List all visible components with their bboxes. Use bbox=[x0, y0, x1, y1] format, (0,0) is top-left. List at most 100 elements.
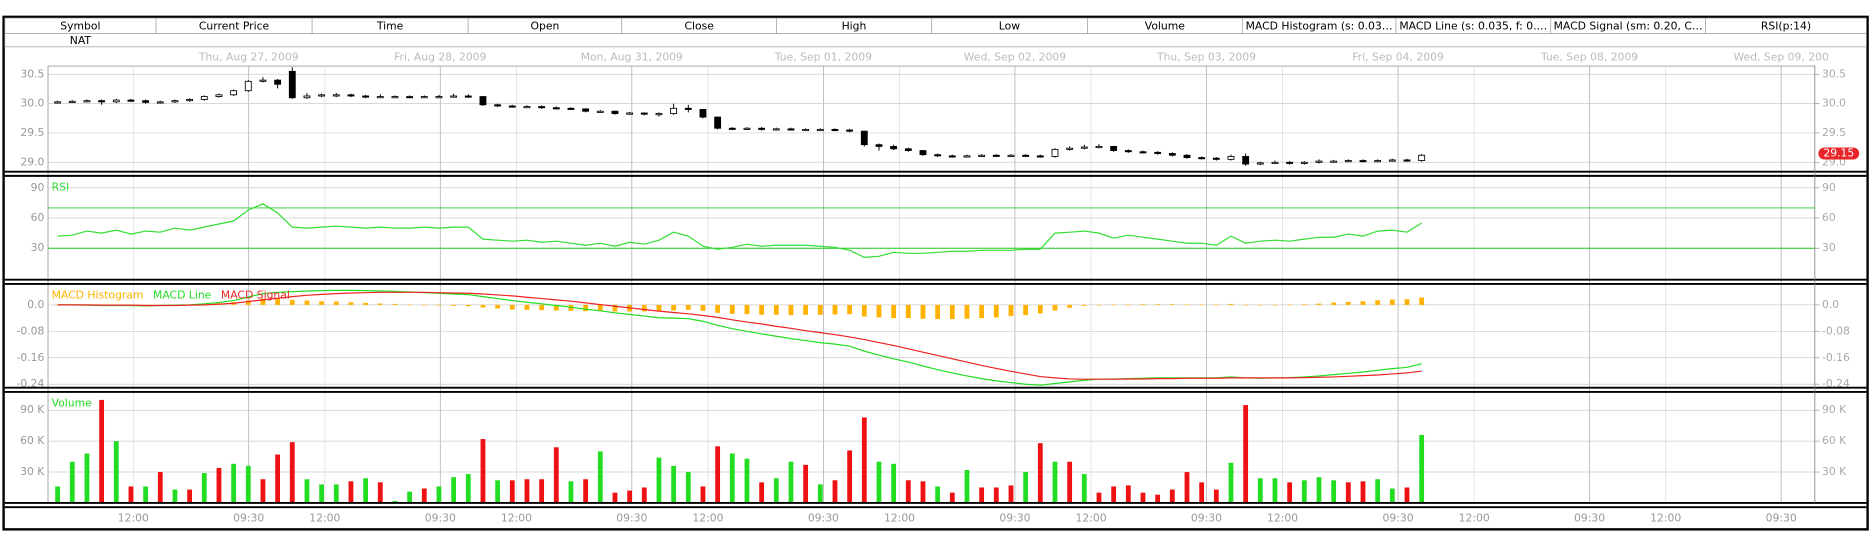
candle-body bbox=[978, 154, 986, 157]
histogram-bar bbox=[480, 304, 486, 308]
candle-body bbox=[376, 96, 384, 99]
volume-bar bbox=[1404, 487, 1410, 503]
y-tick-label-right: 90 bbox=[1822, 181, 1836, 194]
volume-bar bbox=[69, 461, 75, 503]
histogram-bar bbox=[1184, 304, 1190, 306]
legend-entry: MACD Signal bbox=[221, 288, 290, 301]
last-price-tag bbox=[1818, 147, 1860, 160]
legend-entry: Volume bbox=[52, 396, 93, 409]
y-tick-label: 29.0 bbox=[20, 155, 44, 168]
candle-body bbox=[362, 95, 370, 98]
header-column: Volume bbox=[1145, 19, 1186, 32]
candle-body bbox=[567, 107, 575, 110]
candle-body bbox=[1374, 160, 1382, 163]
candle-body bbox=[332, 94, 340, 97]
histogram-bar bbox=[817, 304, 823, 315]
histogram-bar bbox=[539, 304, 545, 311]
series-line bbox=[57, 203, 1423, 258]
candle-body bbox=[1183, 154, 1191, 159]
candle-body bbox=[831, 129, 839, 132]
candle-body bbox=[1051, 148, 1059, 157]
x-time-label: 09:30 bbox=[1382, 512, 1413, 525]
candle-body bbox=[303, 95, 311, 99]
volume-bar bbox=[289, 442, 295, 503]
histogram-bar bbox=[304, 300, 310, 305]
volume-bar bbox=[1111, 486, 1117, 503]
candle-body bbox=[1256, 162, 1264, 165]
histogram-bar bbox=[1419, 297, 1425, 305]
header-column: Low bbox=[999, 19, 1020, 32]
histogram-bar bbox=[1213, 304, 1219, 306]
x-date-label: Thu, Sep 03, 2009 bbox=[1156, 51, 1256, 64]
candle-body bbox=[1036, 155, 1044, 158]
y-tick-label: -0.16 bbox=[16, 351, 44, 364]
volume-bar bbox=[539, 479, 545, 503]
histogram-bar bbox=[568, 304, 574, 311]
volume-bar bbox=[495, 480, 501, 503]
histogram-bar bbox=[495, 304, 501, 309]
histogram-bar bbox=[920, 304, 926, 319]
candle-body bbox=[1271, 161, 1279, 164]
histogram-bar bbox=[1272, 304, 1278, 306]
volume-bar bbox=[524, 479, 530, 503]
candle-body bbox=[948, 155, 956, 158]
volume-bar bbox=[1389, 488, 1395, 503]
volume-bar bbox=[803, 464, 809, 503]
header-symbol: NAT bbox=[70, 34, 92, 47]
volume-bar bbox=[847, 450, 853, 503]
volume-bar bbox=[744, 458, 750, 503]
volume-bar bbox=[1301, 480, 1307, 503]
candle-body bbox=[244, 80, 252, 92]
histogram-bar bbox=[524, 304, 530, 310]
volume-bar bbox=[451, 477, 457, 503]
volume-bar bbox=[84, 453, 90, 503]
volume-bar bbox=[319, 484, 325, 503]
x-date-label: Fri, Sep 04, 2009 bbox=[1352, 51, 1444, 64]
histogram-bar bbox=[1360, 301, 1366, 305]
volume-bar bbox=[715, 446, 721, 503]
histogram-bar bbox=[451, 304, 457, 306]
candle-body bbox=[816, 129, 824, 132]
x-time-label: 12:00 bbox=[118, 512, 149, 525]
volume-bar bbox=[1199, 482, 1205, 503]
series-line bbox=[57, 291, 1422, 380]
volume-bar bbox=[1375, 479, 1381, 503]
candle-body bbox=[1154, 151, 1162, 154]
histogram-bar bbox=[1096, 304, 1102, 306]
candle-body bbox=[934, 154, 942, 157]
volume-bar bbox=[377, 482, 383, 503]
candle-body bbox=[596, 110, 604, 113]
candle-body bbox=[1286, 161, 1294, 164]
x-time-label: 09:30 bbox=[999, 512, 1030, 525]
y-tick-label-right: 90 K bbox=[1822, 403, 1847, 416]
x-time-label: 12:00 bbox=[309, 512, 340, 525]
volume-bar bbox=[905, 480, 911, 503]
candle-body bbox=[626, 112, 634, 115]
candle-body bbox=[1022, 154, 1030, 157]
histogram-bar bbox=[1125, 304, 1131, 306]
histogram-bar bbox=[1081, 304, 1087, 306]
volume-bar bbox=[275, 454, 281, 503]
volume-bar bbox=[55, 486, 61, 503]
histogram-bar bbox=[1052, 304, 1058, 311]
histogram-bar bbox=[553, 304, 559, 311]
histogram-bar bbox=[421, 304, 427, 306]
candle-body bbox=[787, 128, 795, 131]
histogram-bar bbox=[1023, 304, 1029, 316]
volume-bar bbox=[1155, 494, 1161, 503]
volume-bar bbox=[1008, 485, 1014, 503]
histogram-bar bbox=[1228, 303, 1234, 305]
y-tick-label: 30.5 bbox=[20, 67, 44, 80]
histogram-bar bbox=[656, 304, 662, 312]
volume-bar bbox=[1287, 482, 1293, 503]
volume-bar bbox=[436, 486, 442, 503]
histogram-bar bbox=[1331, 302, 1337, 305]
candle-body bbox=[186, 99, 194, 102]
histogram-bar bbox=[1345, 301, 1351, 305]
x-date-label: Tue, Sep 01, 2009 bbox=[774, 51, 872, 64]
volume-bar bbox=[891, 463, 897, 503]
candle-body bbox=[215, 94, 223, 97]
volume-bar bbox=[128, 486, 134, 503]
x-time-label: 12:00 bbox=[692, 512, 723, 525]
volume-bar bbox=[583, 479, 589, 503]
